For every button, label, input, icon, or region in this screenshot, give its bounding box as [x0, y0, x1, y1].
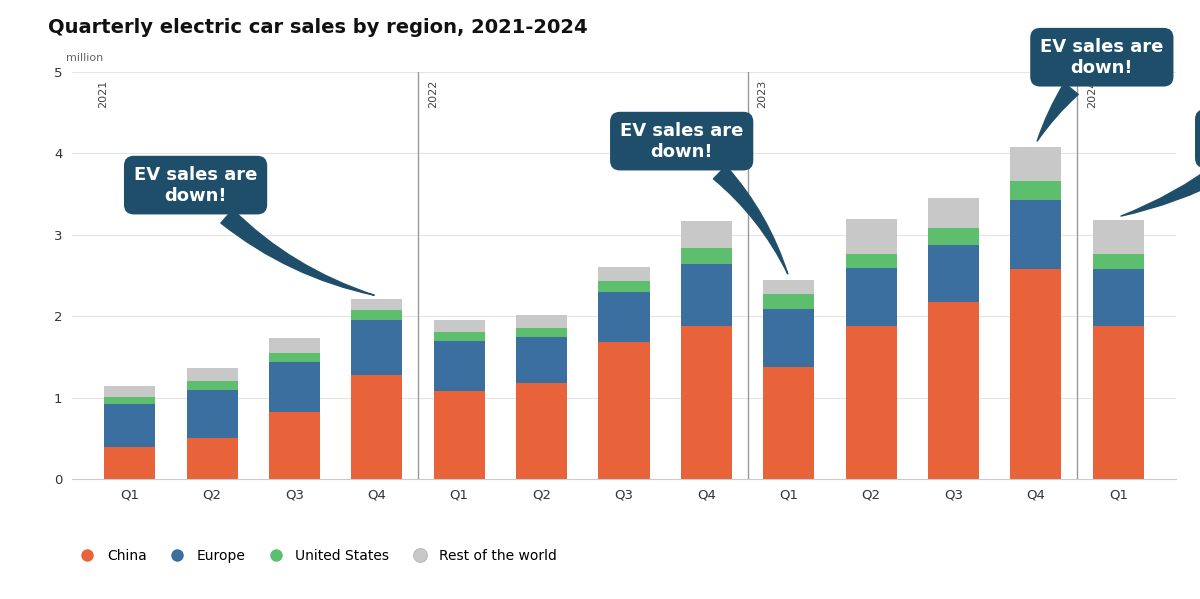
Bar — [1010, 269, 1062, 479]
Legend: China, Europe, United States, Rest of the world: China, Europe, United States, Rest of th… — [68, 543, 563, 568]
Bar — [1093, 255, 1144, 269]
Bar — [186, 368, 238, 382]
Bar — [680, 248, 732, 264]
Bar — [269, 338, 320, 353]
Bar — [680, 221, 732, 248]
Bar — [680, 326, 732, 479]
Bar — [599, 292, 649, 343]
Bar — [352, 319, 402, 375]
Bar — [680, 264, 732, 326]
Text: EV sales are
down!: EV sales are down! — [1037, 38, 1164, 141]
Bar — [516, 383, 568, 479]
Bar — [186, 382, 238, 389]
Bar — [599, 267, 649, 282]
Bar — [104, 447, 155, 479]
Bar — [352, 299, 402, 310]
Bar — [763, 294, 815, 309]
Text: 2021: 2021 — [98, 80, 108, 108]
Bar — [928, 244, 979, 302]
Bar — [763, 309, 815, 367]
Text: 2024: 2024 — [1087, 80, 1097, 108]
Bar — [846, 268, 896, 326]
Bar — [352, 375, 402, 479]
Text: Quarterly electric car sales by region, 2021-2024: Quarterly electric car sales by region, … — [48, 18, 588, 37]
Bar — [433, 391, 485, 479]
Bar — [516, 314, 568, 328]
Text: 2023: 2023 — [757, 80, 768, 108]
Bar — [186, 438, 238, 479]
Bar — [763, 280, 815, 294]
Bar — [846, 219, 896, 253]
Bar — [433, 332, 485, 341]
Bar — [763, 367, 815, 479]
Text: EV sales are
down!: EV sales are down! — [134, 166, 374, 295]
Bar — [846, 326, 896, 479]
Bar — [928, 198, 979, 228]
Bar — [433, 320, 485, 332]
Bar — [104, 386, 155, 397]
Bar — [1010, 181, 1062, 200]
Bar — [104, 397, 155, 404]
Bar — [599, 343, 649, 479]
Bar — [1093, 220, 1144, 255]
Text: million: million — [66, 53, 103, 63]
Bar — [928, 228, 979, 244]
Bar — [928, 302, 979, 479]
Bar — [516, 337, 568, 383]
Bar — [599, 282, 649, 292]
Bar — [352, 310, 402, 319]
Bar — [269, 362, 320, 412]
Bar — [1010, 200, 1062, 269]
Text: 2022: 2022 — [428, 80, 438, 108]
Bar — [1010, 147, 1062, 181]
Text: EV sales are
down!: EV sales are down! — [1121, 119, 1200, 216]
Bar — [1093, 326, 1144, 479]
Bar — [433, 341, 485, 391]
Bar — [269, 412, 320, 479]
Bar — [846, 253, 896, 268]
Bar — [1093, 269, 1144, 326]
Bar — [269, 353, 320, 362]
Bar — [104, 404, 155, 447]
Bar — [186, 389, 238, 438]
Bar — [516, 328, 568, 337]
Text: EV sales are
down!: EV sales are down! — [620, 122, 787, 274]
